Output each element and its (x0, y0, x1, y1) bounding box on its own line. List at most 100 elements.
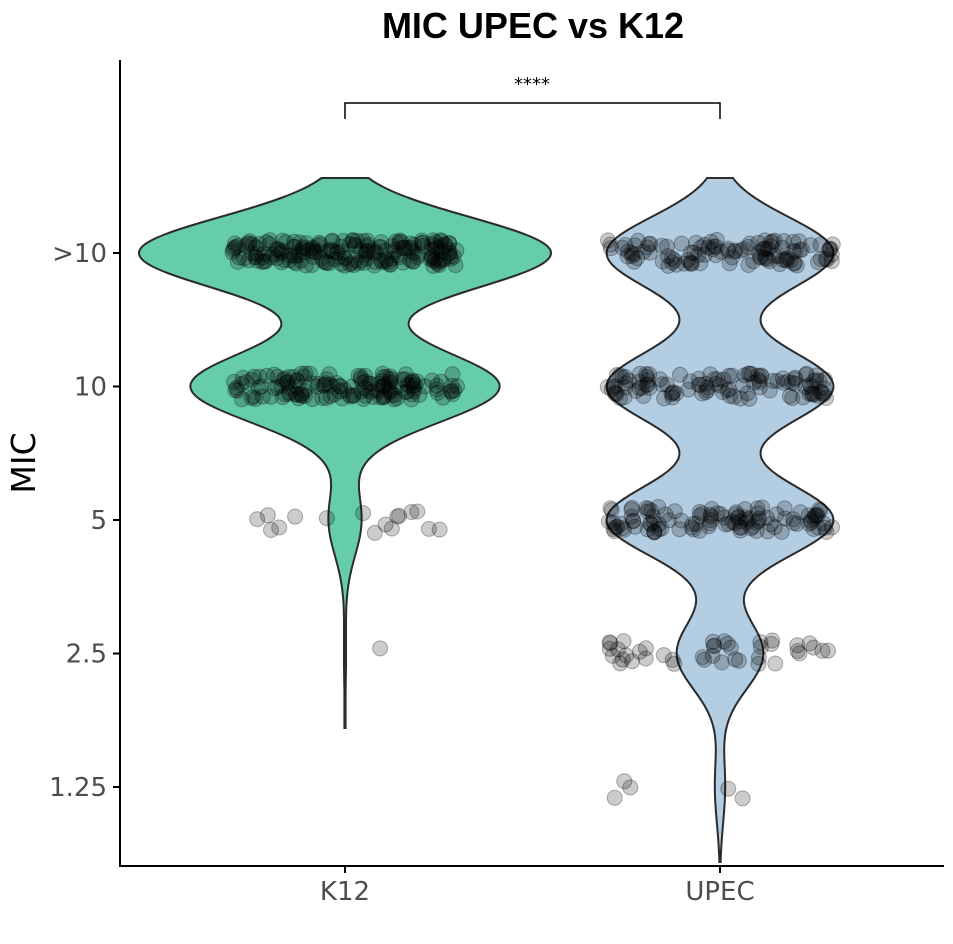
data-point (795, 389, 812, 406)
data-point (227, 382, 244, 399)
data-point (318, 371, 335, 388)
data-point (273, 244, 289, 261)
data-point (276, 252, 293, 269)
data-point (263, 249, 280, 266)
data-point (356, 379, 373, 396)
data-point (704, 647, 721, 664)
data-point (423, 241, 440, 258)
data-point (427, 234, 444, 251)
data-point (334, 390, 351, 407)
data-point (798, 365, 815, 382)
data-point (433, 233, 449, 250)
data-point (724, 513, 741, 530)
data-point (804, 386, 821, 403)
data-point (605, 514, 622, 531)
data-point (646, 524, 663, 541)
data-point (734, 790, 751, 807)
data-point (708, 232, 725, 248)
data-point (729, 510, 746, 526)
data-point (657, 506, 674, 523)
data-point (383, 370, 399, 387)
data-point (821, 240, 838, 257)
data-point (742, 510, 758, 527)
data-point (753, 367, 769, 384)
data-point (433, 243, 449, 260)
data-point (323, 242, 340, 259)
data-point (293, 252, 310, 269)
data-point (612, 515, 629, 532)
data-point (366, 244, 383, 261)
data-point (740, 238, 757, 255)
data-point (261, 232, 278, 249)
data-point (391, 234, 408, 251)
data-point (819, 251, 836, 268)
data-point (641, 379, 658, 396)
data-point (623, 501, 640, 518)
data-point (801, 515, 818, 532)
data-point (732, 522, 749, 539)
data-point (409, 373, 426, 390)
data-point (444, 386, 461, 403)
data-point (435, 250, 452, 267)
data-point (271, 245, 288, 262)
data-point (660, 248, 677, 265)
data-point (627, 518, 643, 535)
data-point (625, 512, 642, 529)
data-point (811, 501, 828, 518)
data-point (373, 234, 390, 251)
data-point (754, 499, 771, 516)
data-point (638, 368, 655, 385)
data-point (396, 239, 413, 256)
data-point (639, 239, 656, 256)
data-point (661, 512, 677, 529)
data-point (274, 232, 291, 249)
data-point (373, 239, 390, 256)
data-point (288, 255, 305, 272)
x-axis-ticks: K12 UPEC (320, 866, 755, 907)
data-point (446, 382, 463, 399)
data-point (447, 257, 464, 274)
data-point (314, 389, 331, 406)
data-point (769, 373, 786, 389)
data-point (390, 247, 407, 264)
data-point (349, 232, 366, 249)
data-point (273, 377, 290, 394)
data-point (653, 237, 670, 254)
data-point (623, 508, 640, 525)
data-point (391, 507, 408, 524)
data-point (601, 640, 618, 657)
data-point (645, 514, 662, 531)
data-point (803, 514, 820, 531)
data-point (386, 391, 403, 408)
data-point (800, 507, 817, 524)
data-point (730, 508, 747, 525)
data-point (431, 257, 448, 273)
data-point (784, 390, 801, 407)
data-point (700, 239, 717, 256)
data-point (741, 365, 758, 382)
data-point (805, 510, 822, 527)
data-point (784, 374, 801, 391)
data-point (391, 232, 408, 249)
data-point (336, 257, 353, 274)
data-point (324, 233, 341, 250)
data-point (309, 237, 326, 254)
data-point (328, 375, 345, 391)
data-point (703, 233, 719, 250)
data-point (374, 373, 390, 390)
data-point (341, 256, 358, 273)
data-point (637, 650, 654, 667)
data-point (717, 516, 734, 533)
data-point (737, 509, 754, 526)
data-point (614, 651, 631, 668)
data-point (683, 255, 700, 272)
data-point (394, 371, 411, 388)
data-point (748, 522, 765, 539)
data-point (384, 237, 401, 254)
data-point (247, 249, 264, 266)
data-point (625, 513, 642, 530)
data-point (248, 245, 265, 262)
data-point (740, 257, 757, 273)
data-point (318, 254, 335, 271)
data-point (229, 382, 246, 399)
